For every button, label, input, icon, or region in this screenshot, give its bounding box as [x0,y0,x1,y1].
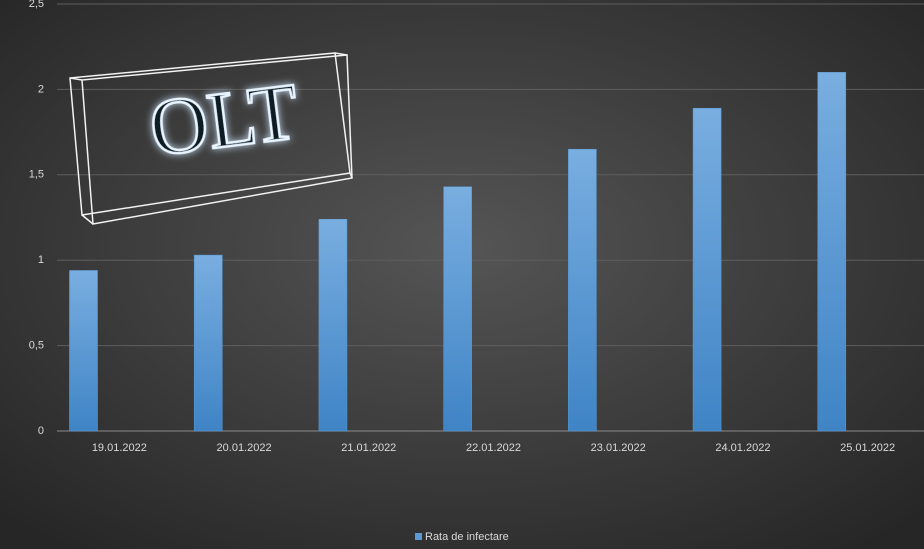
x-tick-label: 19.01.2022 [92,442,147,454]
annotation: OLT [145,68,303,173]
bar [69,270,98,432]
x-tick-label: 25.01.2022 [840,442,895,454]
x-tick-label: 22.01.2022 [466,442,521,454]
y-tick-label: 0 [38,425,44,437]
bar [568,148,597,432]
bar [817,72,847,432]
x-tick-label: 20.01.2022 [217,442,272,454]
legend: Rata de infectare [415,531,509,543]
y-tick-label: 1,5 [29,169,44,181]
y-tick-label: 0,5 [29,340,44,352]
box-edge [69,77,83,81]
y-tick-label: 2,5 [29,0,44,10]
plot-area: 0 0,5 1 1,5 2 2,5 19.01.2022 20.01.2022 21.01.20… [29,0,924,454]
x-tick-label: 24.01.2022 [715,442,770,454]
bar [193,254,223,432]
box-edge [334,52,348,56]
legend-swatch [415,533,422,540]
bar [443,186,472,432]
legend-label: Rata de infectare [425,531,509,543]
bar [318,218,348,432]
y-tick-label: 2 [38,83,44,95]
x-tick-label: 21.01.2022 [341,442,396,454]
y-tick-label: 1 [38,254,44,266]
bar [692,107,722,432]
annotation-box [69,52,353,225]
box-edge [349,172,353,179]
x-tick-label: 23.01.2022 [591,442,646,454]
box-edge [81,214,94,225]
